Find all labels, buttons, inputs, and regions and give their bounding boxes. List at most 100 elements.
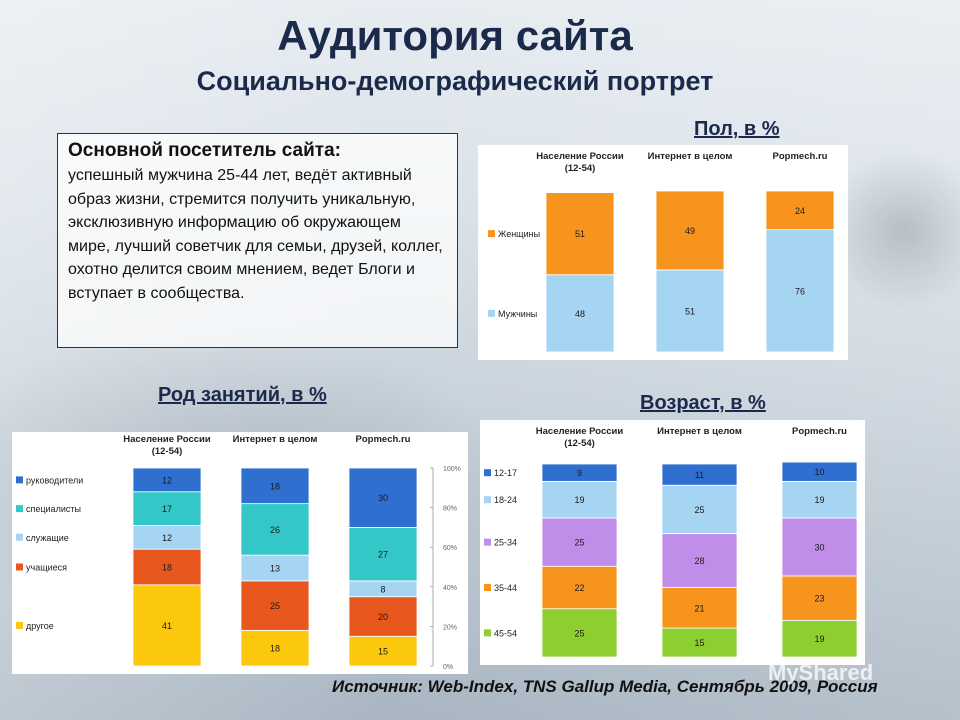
legend-swatch xyxy=(488,309,495,317)
legend-label: служащие xyxy=(26,533,69,543)
category-label: Popmech.ru xyxy=(773,151,828,162)
bar-segment-45-54 xyxy=(541,608,618,658)
page-subtitle: Социально-демографический портрет xyxy=(196,66,714,96)
category-label: Popmech.ru xyxy=(792,426,847,437)
legend-swatch xyxy=(484,538,491,546)
legend-label: другое xyxy=(26,621,54,631)
legend-label: 35-44 xyxy=(494,583,517,593)
data-label: 24 xyxy=(795,206,805,216)
data-label: 13 xyxy=(270,563,280,573)
y-tick-label: 40% xyxy=(443,585,457,592)
data-label: 25 xyxy=(270,601,280,611)
y-tick-label: 20% xyxy=(443,624,457,631)
bar-segment-18-24 xyxy=(661,484,738,534)
category-label: Popmech.ru xyxy=(356,434,411,445)
bar-segment-руководители xyxy=(240,467,310,505)
data-label: 19 xyxy=(574,495,584,505)
bar-segment-35-44 xyxy=(781,575,858,621)
legend-swatch xyxy=(16,533,23,541)
data-label: 22 xyxy=(574,583,584,593)
data-label: 25 xyxy=(694,505,704,515)
y-tick-label: 100% xyxy=(443,466,461,473)
visitor-info-box: Основной посетитель сайта: успешный мужч… xyxy=(57,133,458,348)
data-label: 11 xyxy=(695,470,704,480)
bar-segment-специалисты xyxy=(240,503,310,556)
data-label: 49 xyxy=(685,226,695,236)
bar-segment-учащиеся xyxy=(348,596,418,637)
bar-segment-руководители xyxy=(132,467,202,493)
legend-swatch xyxy=(484,629,491,637)
data-label: 51 xyxy=(685,306,695,316)
bar-segment-25-34 xyxy=(541,517,618,567)
legend-label: руководители xyxy=(26,475,83,485)
visitor-info-text: успешный мужчина 25-44 лет, ведёт активн… xyxy=(68,167,443,302)
bar-segment-18-24 xyxy=(781,480,858,519)
watermark: MyShared xyxy=(768,660,874,685)
bar-segment-18-24 xyxy=(541,480,618,519)
bar-segment-12-17 xyxy=(541,463,618,482)
category-label: Интернет в целом xyxy=(657,426,742,437)
y-tick-label: 60% xyxy=(443,545,457,552)
legend-swatch xyxy=(484,584,491,592)
legend-label: Мужчины xyxy=(498,309,537,319)
legend-label: Женщины xyxy=(498,229,540,239)
bar-segment-45-54 xyxy=(781,619,858,658)
legend-label: учащиеся xyxy=(26,563,67,573)
data-label: 19 xyxy=(814,634,824,644)
bar-segment-Мужчины xyxy=(655,269,725,353)
data-label: 18 xyxy=(162,563,172,573)
bar-segment-Мужчины xyxy=(545,274,615,353)
legend-swatch xyxy=(484,469,491,477)
legend-label: 25-34 xyxy=(494,538,517,548)
bar-segment-учащиеся xyxy=(132,548,202,586)
data-label: 30 xyxy=(814,542,824,552)
data-label: 21 xyxy=(694,603,704,613)
bar-segment-12-17 xyxy=(661,463,738,486)
category-label: Интернет в целом xyxy=(648,151,733,162)
legend-swatch xyxy=(16,476,23,484)
legend-swatch xyxy=(16,563,23,571)
bar-segment-Женщины xyxy=(655,190,725,271)
bar-segment-другое xyxy=(240,629,310,667)
data-label: 41 xyxy=(162,621,172,631)
bar-segment-служащие xyxy=(240,554,310,582)
data-label: 26 xyxy=(270,525,280,535)
data-label: 23 xyxy=(814,594,824,604)
gender-chart: Население России(12-54) Интернет в целом P… xyxy=(478,145,848,360)
bar-segment-специалисты xyxy=(132,491,202,526)
category-label: (12-54) xyxy=(565,163,596,174)
bar-segment-12-17 xyxy=(781,461,858,482)
legend-swatch xyxy=(488,230,495,238)
bar-segment-другое xyxy=(348,635,418,667)
data-label: 28 xyxy=(694,556,704,566)
bar-segment-Мужчины xyxy=(765,229,835,353)
legend-label: 45-54 xyxy=(494,628,517,638)
legend-swatch xyxy=(484,496,491,504)
data-label: 10 xyxy=(814,467,824,477)
category-label: Население России xyxy=(123,434,211,445)
gender-section-title: Пол, в % xyxy=(694,118,780,140)
category-label: (12-54) xyxy=(564,438,595,449)
data-label: 15 xyxy=(378,647,388,657)
bar-segment-35-44 xyxy=(541,565,618,610)
occupation-chart: Население России(12-54) Интернет в целом P… xyxy=(12,432,468,674)
category-label: Население России xyxy=(536,426,624,437)
data-label: 19 xyxy=(814,495,824,505)
source-note: Источник: Web-Index, TNS Gallup Media, С… xyxy=(332,677,878,696)
data-label: 30 xyxy=(378,493,388,503)
data-label: 76 xyxy=(795,286,805,296)
legend-label: 18-24 xyxy=(494,495,517,505)
data-label: 18 xyxy=(270,481,280,491)
data-label: 20 xyxy=(378,612,388,622)
data-label: 17 xyxy=(162,504,172,514)
legend-label: специалисты xyxy=(26,504,81,514)
legend-swatch xyxy=(16,505,23,513)
category-label: Население России xyxy=(536,151,624,162)
bar-segment-руководители xyxy=(348,467,418,528)
bar-segment-Женщины xyxy=(545,192,615,276)
data-label: 8 xyxy=(380,584,385,594)
legend-label: 12-17 xyxy=(494,468,517,478)
data-label: 15 xyxy=(694,638,704,648)
data-label: 51 xyxy=(575,229,585,239)
data-label: 25 xyxy=(574,538,584,548)
